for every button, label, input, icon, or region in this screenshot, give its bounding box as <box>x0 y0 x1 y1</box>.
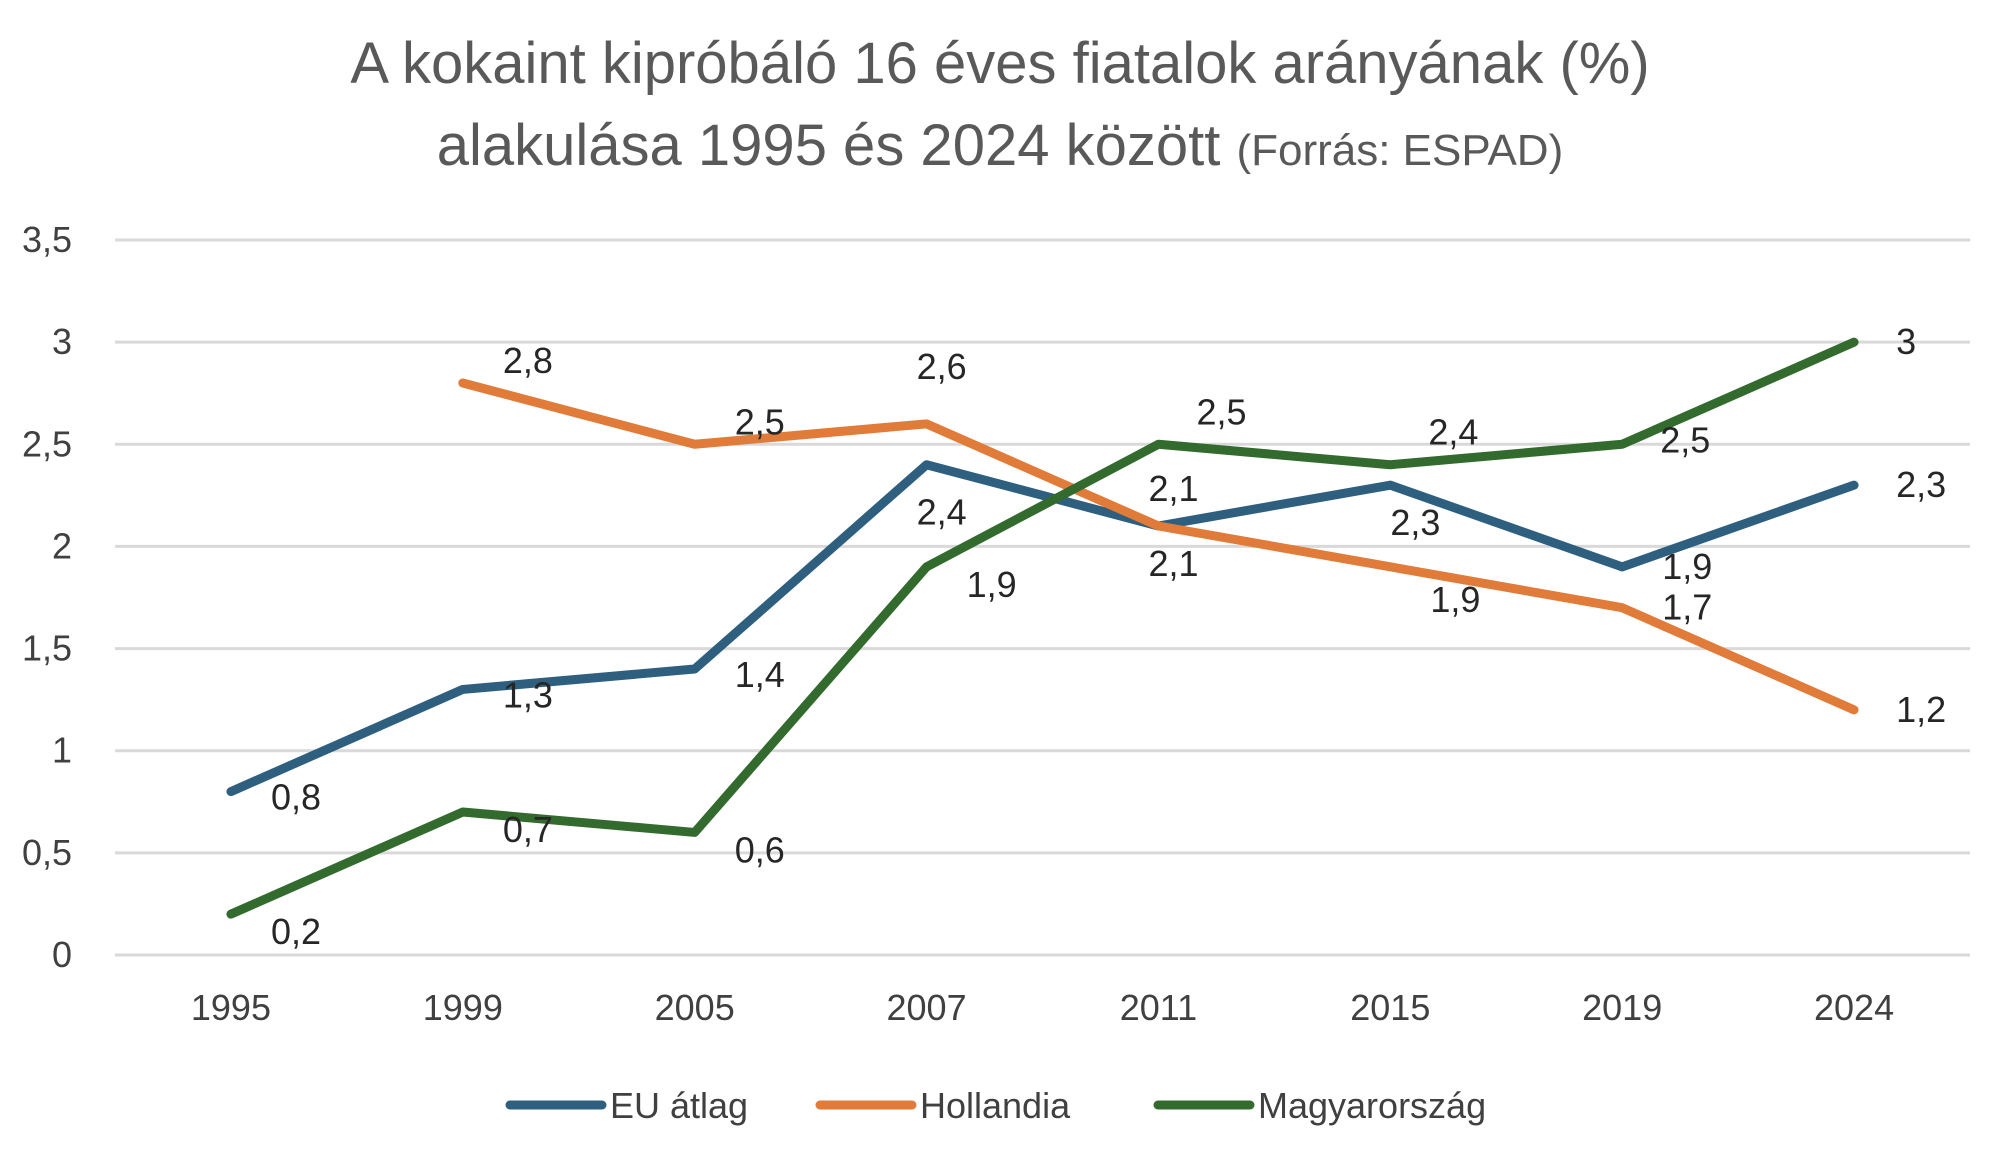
data-label: 2,5 <box>1196 391 1246 432</box>
data-label: 1,4 <box>735 654 785 695</box>
x-tick-label: 2019 <box>1582 987 1662 1028</box>
data-label: 1,9 <box>1430 579 1480 620</box>
x-tick-label: 2005 <box>655 987 735 1028</box>
data-label: 2,4 <box>1428 412 1478 453</box>
gridlines <box>115 238 1970 957</box>
data-labels: 0,81,3 1,42,42,12,31,92,32,82,52,62,11,9 1… <box>271 321 1946 952</box>
y-tick-label: 0,5 <box>22 832 72 873</box>
data-label: 3 <box>1896 321 1916 362</box>
data-label: 0,7 <box>503 809 553 850</box>
x-axis-ticks: 1995 1999 2005 2007 2011 2015 2019 2024 <box>191 987 1894 1028</box>
data-label: 2,6 <box>917 346 967 387</box>
data-label: 2,3 <box>1896 464 1946 505</box>
legend-label: Magyarország <box>1258 1085 1486 1126</box>
chart-title-source: (Forrás: ESPAD) <box>1236 126 1564 175</box>
data-label: 2,8 <box>503 340 553 381</box>
data-label: 2,5 <box>1660 419 1710 460</box>
y-axis-ticks: 0 0,5 1 1,5 2 2,5 3 3,5 <box>22 219 72 975</box>
legend-label: EU átlag <box>610 1085 748 1126</box>
y-tick-label: 2,5 <box>22 423 72 464</box>
y-tick-label: 3 <box>52 321 72 362</box>
legend: EU átlag Hollandia Magyarország <box>505 1085 1486 1126</box>
y-tick-label: 2 <box>52 525 72 566</box>
data-label: 0,2 <box>271 911 321 952</box>
y-tick-label: 1,5 <box>22 628 72 669</box>
series-lines <box>226 337 1859 919</box>
data-label: 1,9 <box>1662 546 1712 587</box>
data-label: 1,9 <box>967 564 1017 605</box>
x-tick-label: 2007 <box>887 987 967 1028</box>
series-line <box>226 337 1859 919</box>
x-tick-label: 2015 <box>1350 987 1430 1028</box>
chart-title-line-1: A kokaint kipróbáló 16 éves fiatalok ará… <box>350 31 1650 96</box>
x-tick-label: 1999 <box>423 987 503 1028</box>
data-label: 2,3 <box>1390 502 1440 543</box>
chart-title-main: alakulása 1995 és 2024 között <box>436 113 1221 178</box>
data-label: 2,1 <box>1148 468 1198 509</box>
x-tick-label: 2011 <box>1120 987 1197 1028</box>
data-label: 1,2 <box>1896 689 1946 730</box>
data-label: 2,4 <box>917 492 967 533</box>
series-line <box>458 378 1859 715</box>
data-label: 0,6 <box>735 829 785 870</box>
data-label: 1,3 <box>503 674 553 715</box>
data-label: 2,1 <box>1148 543 1198 584</box>
data-label: 0,8 <box>271 777 321 818</box>
x-tick-label: 2024 <box>1814 987 1894 1028</box>
legend-label: Hollandia <box>920 1085 1071 1126</box>
series-line <box>226 460 1859 797</box>
chart-title-line-2: alakulása 1995 és 2024 között (Forrás: E… <box>0 112 2000 179</box>
data-label: 2,5 <box>735 401 785 442</box>
y-tick-label: 0 <box>52 934 72 975</box>
y-tick-label: 1 <box>52 730 72 771</box>
y-tick-label: 3,5 <box>22 219 72 260</box>
data-label: 1,7 <box>1662 587 1712 628</box>
x-tick-label: 1995 <box>191 987 271 1028</box>
